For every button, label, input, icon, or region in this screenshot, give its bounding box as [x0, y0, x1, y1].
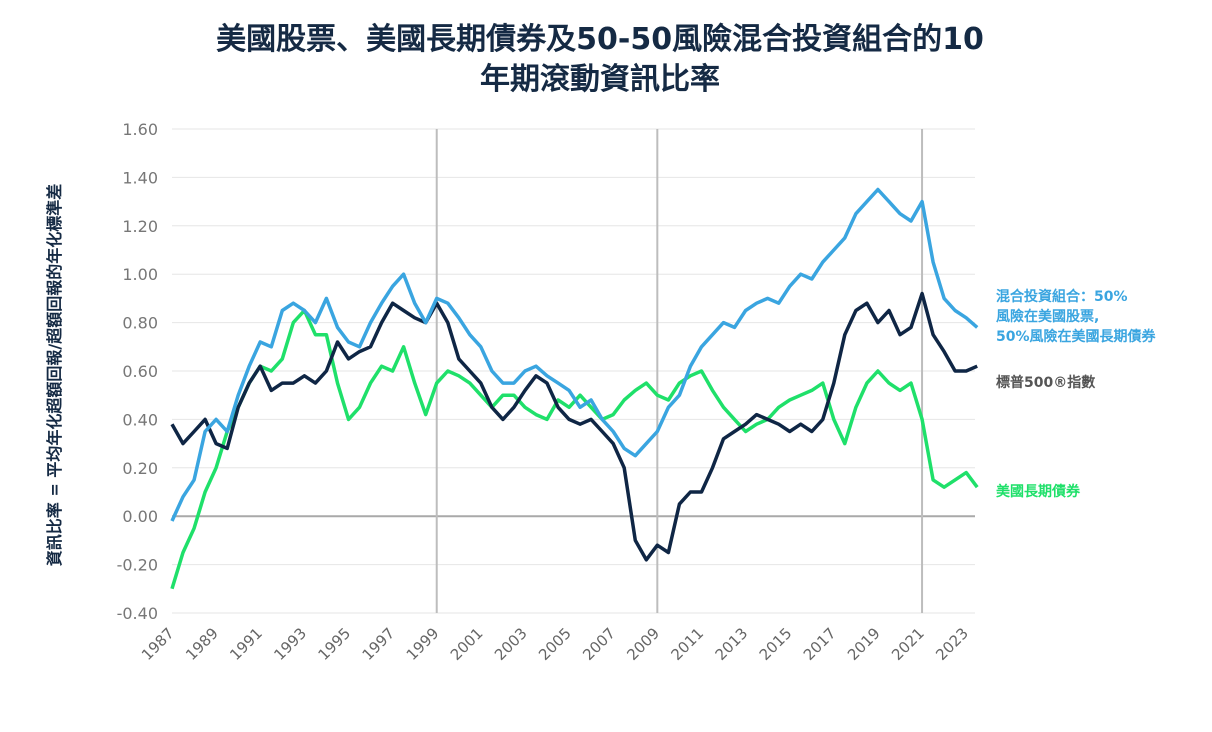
y-tick-label: 1.40: [122, 168, 158, 187]
legend-blended-line-2: 風險在美國股票,: [996, 309, 1100, 325]
x-tick-label: 2017: [800, 624, 840, 664]
x-tick-label: 1989: [182, 624, 222, 664]
y-tick-label: 0.20: [122, 459, 158, 478]
x-tick-label: 2005: [535, 624, 575, 664]
y-tick-label: 1.20: [122, 217, 158, 236]
x-tick-label: 1993: [270, 624, 310, 664]
series-line-sp500: [170, 291, 978, 562]
y-tick-label: 0.40: [122, 410, 158, 429]
x-tick-label: 1999: [403, 624, 443, 664]
y-tick-label: 0.00: [122, 507, 158, 526]
x-tick-label: 2023: [932, 624, 972, 664]
x-tick-label: 2011: [667, 624, 707, 664]
x-tick-label: 2015: [756, 624, 796, 664]
x-tick-label: 2001: [447, 624, 487, 664]
legend-sp500: 標普500®指數: [996, 373, 1095, 393]
legend-blended-line-1: 混合投資組合：50%: [996, 289, 1128, 305]
title-line-1: 美國股票、美國長期債券及50-50風險混合投資組合的10: [216, 22, 984, 57]
x-tick-label: 2007: [579, 624, 619, 664]
x-tick-label: 2019: [844, 624, 884, 664]
series-line-blended: [170, 187, 979, 522]
x-tick-label: 2013: [712, 624, 752, 664]
chart-title: 美國股票、美國長期債券及50-50風險混合投資組合的10 年期滾動資訊比率: [100, 20, 1100, 100]
legend-sp500-label: 標普500®指數: [996, 375, 1096, 391]
y-tick-label: 0.80: [122, 314, 158, 333]
series-line-bonds: [170, 308, 979, 590]
x-tick-label: 2021: [888, 624, 928, 664]
x-tick-label: 2009: [623, 624, 663, 664]
y-tick-label: 1.00: [122, 265, 158, 284]
x-tick-label: 1997: [359, 624, 399, 664]
legend-blended-line-3: 50%風險在美國長期債券: [996, 329, 1156, 345]
legend-bonds: 美國長期債券: [996, 482, 1080, 502]
x-tick-label: 1987: [138, 624, 178, 664]
legend-blended: 混合投資組合：50% 風險在美國股票, 50%風險在美國長期債券: [996, 287, 1156, 347]
x-tick-label: 1991: [226, 624, 266, 664]
y-tick-label: -0.20: [117, 556, 158, 575]
y-tick-label: 0.60: [122, 362, 158, 381]
x-tick-label: 2003: [491, 624, 531, 664]
y-tick-label: 1.60: [122, 120, 158, 139]
x-tick-label: 1995: [315, 624, 355, 664]
title-line-2: 年期滾動資訊比率: [480, 62, 720, 97]
y-tick-label: -0.40: [117, 604, 158, 623]
legend-bonds-label: 美國長期債券: [996, 484, 1080, 500]
